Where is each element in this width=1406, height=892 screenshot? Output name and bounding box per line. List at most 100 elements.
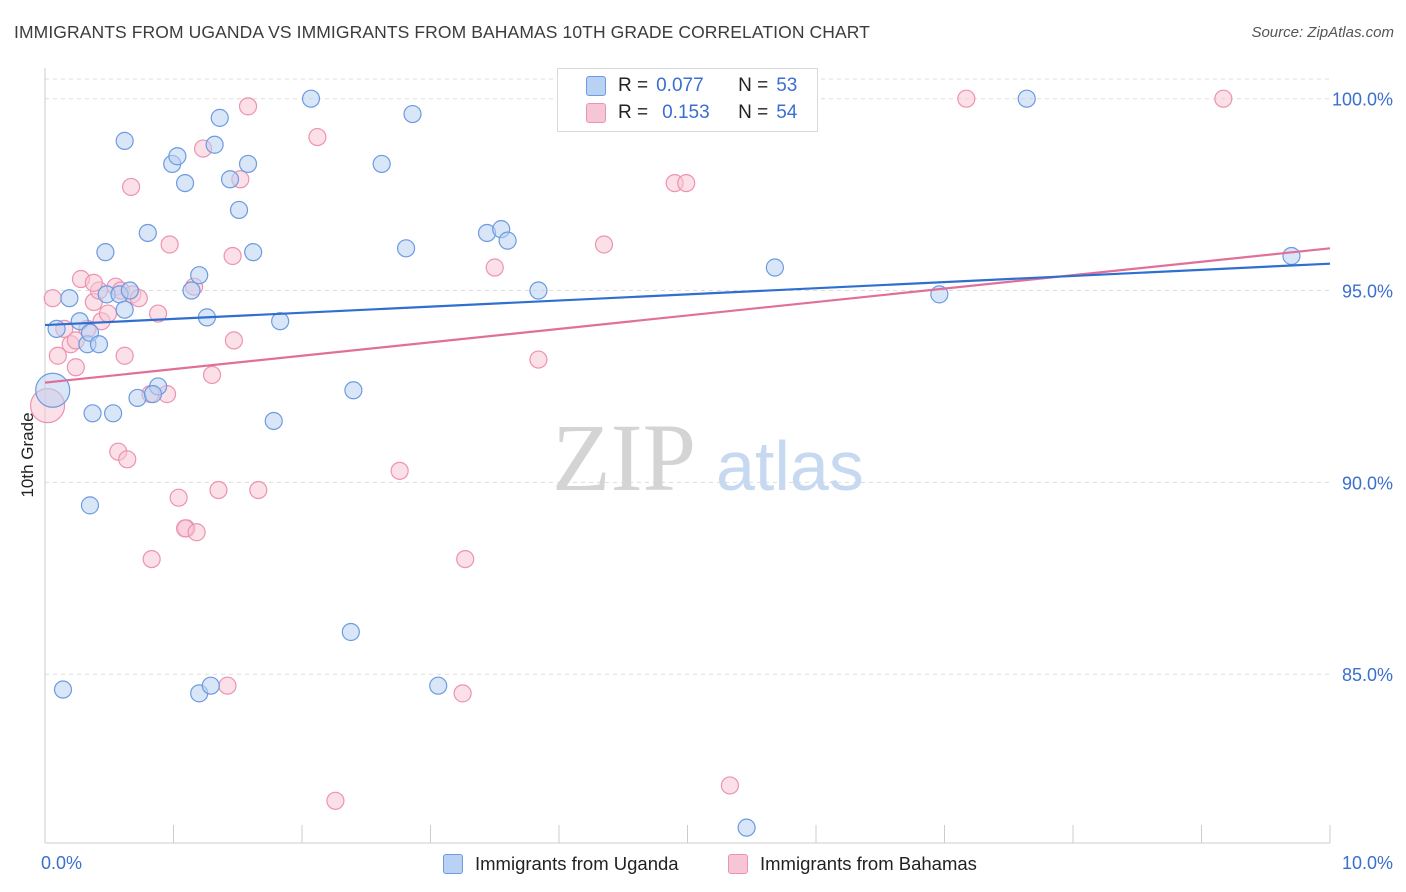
uganda-point bbox=[80, 496, 100, 515]
bahamas-point bbox=[169, 488, 188, 507]
y-tick-label: 95.0% bbox=[1342, 282, 1393, 302]
bahamas-point bbox=[957, 89, 976, 108]
legend-swatch-bahamas bbox=[586, 103, 606, 123]
series-bahamas-points bbox=[29, 89, 1233, 810]
uganda-point bbox=[429, 676, 448, 695]
legend-swatch-uganda bbox=[586, 76, 606, 96]
legend-n-value: 54 bbox=[776, 102, 798, 123]
legend-n-label: N = bbox=[738, 75, 769, 96]
source-credit: Source: ZipAtlas.com bbox=[1251, 24, 1394, 41]
uganda-point bbox=[229, 200, 249, 220]
uganda-point bbox=[138, 223, 157, 243]
bottom-legend-swatch-uganda bbox=[443, 854, 463, 874]
legend-n-label: N = bbox=[738, 102, 769, 123]
uganda-point bbox=[115, 131, 134, 150]
bahamas-point bbox=[224, 331, 243, 350]
bahamas-point bbox=[84, 273, 103, 292]
gridlines bbox=[45, 78, 1330, 675]
legend-row-bahamas: R = 0.153 N = 54 bbox=[586, 100, 797, 126]
bahamas-point bbox=[148, 304, 168, 323]
bahamas-trend-line bbox=[44, 247, 1331, 384]
bahamas-point bbox=[66, 358, 85, 377]
series-uganda-points bbox=[35, 89, 1301, 837]
uganda-point bbox=[60, 289, 79, 308]
bottom-legend-uganda: Immigrants from Uganda bbox=[443, 851, 679, 877]
bahamas-point bbox=[43, 289, 62, 308]
bahamas-point bbox=[249, 480, 268, 500]
legend-r-label: R = bbox=[618, 102, 649, 123]
uganda-point bbox=[238, 154, 258, 174]
legend-n-value: 53 bbox=[776, 75, 798, 96]
watermark: ZIP atlas bbox=[552, 404, 864, 511]
bahamas-point bbox=[238, 97, 258, 116]
uganda-point bbox=[201, 676, 220, 695]
uganda-point bbox=[271, 312, 290, 331]
legend-r-value: 0.153 bbox=[662, 102, 710, 123]
uganda-trend-line bbox=[44, 262, 1331, 327]
uganda-point bbox=[341, 622, 360, 642]
uganda-point bbox=[1017, 89, 1036, 108]
uganda-point bbox=[205, 135, 224, 154]
bottom-legend-bahamas: Immigrants from Bahamas bbox=[728, 851, 977, 877]
bahamas-point bbox=[218, 676, 237, 695]
uganda-point bbox=[47, 319, 66, 338]
bahamas-point bbox=[1214, 89, 1233, 108]
uganda-point bbox=[96, 243, 115, 262]
stats-legend: R = 0.077 N = 53 R = 0.153 N = 54 bbox=[557, 68, 818, 132]
uganda-point bbox=[190, 266, 209, 285]
uganda-point bbox=[737, 818, 756, 837]
uganda-point bbox=[244, 243, 263, 262]
uganda-point bbox=[182, 281, 201, 300]
uganda-point bbox=[143, 385, 163, 404]
uganda-point bbox=[403, 104, 422, 124]
bahamas-point bbox=[308, 127, 327, 147]
bahamas-point bbox=[209, 480, 228, 500]
bahamas-point bbox=[48, 346, 67, 365]
axes bbox=[44, 68, 1331, 844]
uganda-point bbox=[301, 89, 321, 108]
x-tick-label-max: 10.0% bbox=[1342, 853, 1393, 873]
bottom-legend-label-bahamas: Immigrants from Bahamas bbox=[760, 853, 977, 874]
bahamas-point bbox=[529, 350, 548, 369]
bahamas-point bbox=[202, 365, 222, 385]
uganda-point bbox=[396, 239, 416, 258]
y-tick-label: 90.0% bbox=[1342, 473, 1393, 493]
x-tick-label-min: 0.0% bbox=[41, 853, 82, 873]
bahamas-point bbox=[160, 235, 179, 254]
uganda-point bbox=[70, 312, 89, 331]
uganda-point bbox=[104, 404, 123, 423]
watermark-zip: ZIP bbox=[552, 404, 696, 511]
uganda-point bbox=[264, 411, 283, 431]
bahamas-point bbox=[121, 177, 141, 197]
uganda-point bbox=[765, 258, 784, 277]
uganda-point bbox=[498, 231, 517, 250]
y-tick-label: 100.0% bbox=[1332, 90, 1393, 110]
legend-r-label: R = bbox=[618, 75, 649, 96]
bahamas-point bbox=[142, 549, 161, 569]
bottom-legend-label-uganda: Immigrants from Uganda bbox=[475, 853, 679, 874]
bahamas-point bbox=[677, 173, 696, 193]
bahamas-point bbox=[223, 246, 242, 266]
bottom-legend-swatch-bahamas bbox=[728, 854, 748, 874]
bahamas-point bbox=[118, 450, 137, 469]
watermark-atlas: atlas bbox=[716, 427, 864, 505]
uganda-point bbox=[89, 335, 109, 354]
uganda-point bbox=[115, 300, 134, 319]
uganda-point bbox=[344, 381, 363, 400]
uganda-point bbox=[128, 388, 147, 408]
bahamas-point bbox=[98, 304, 118, 323]
uganda-point bbox=[210, 108, 229, 127]
y-tick-label: 85.0% bbox=[1342, 665, 1393, 685]
uganda-point bbox=[35, 372, 71, 408]
uganda-point bbox=[1282, 246, 1301, 266]
trend-lines bbox=[44, 247, 1331, 384]
bahamas-point bbox=[720, 776, 740, 795]
uganda-point bbox=[83, 404, 102, 423]
uganda-point bbox=[372, 154, 391, 174]
uganda-point bbox=[220, 170, 240, 189]
bahamas-point bbox=[456, 549, 475, 569]
bahamas-point bbox=[485, 258, 504, 277]
legend-r-value: 0.077 bbox=[656, 75, 704, 96]
bahamas-point bbox=[594, 235, 614, 254]
